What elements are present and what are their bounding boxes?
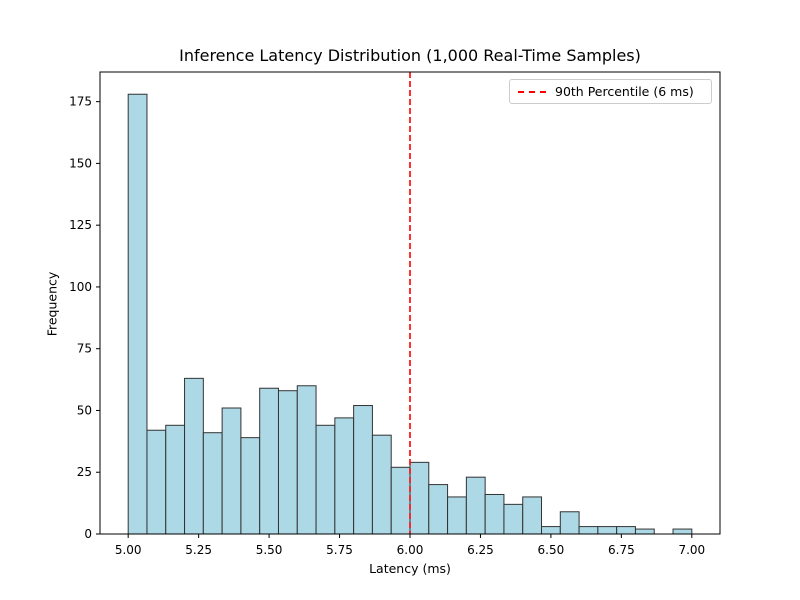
x-tick-label: 6.75	[608, 543, 635, 557]
histogram-bar	[315, 424, 336, 535]
chart-title: Inference Latency Distribution (1,000 Re…	[179, 46, 641, 65]
histogram-bar	[672, 528, 693, 535]
y-axis-label: Frequency	[44, 271, 60, 337]
x-tick-label: 5.50	[256, 543, 283, 557]
histogram-bar	[503, 503, 524, 535]
x-tick-label: 6.00	[397, 543, 424, 557]
x-tick-label: 7.00	[678, 543, 705, 557]
y-tick-label: 50	[77, 403, 92, 417]
histogram-bar	[409, 461, 430, 535]
histogram-bar	[277, 390, 298, 535]
x-tick-label: 5.00	[115, 543, 142, 557]
histogram-bar	[371, 434, 392, 535]
x-tick-label: 6.25	[467, 543, 494, 557]
histogram-bar	[296, 385, 317, 535]
y-tick-label: 150	[69, 156, 92, 170]
y-tick-label: 75	[77, 342, 92, 356]
legend-dashed-line-icon	[518, 91, 546, 93]
histogram-bar	[541, 526, 561, 535]
histogram-bar	[616, 526, 636, 535]
histogram-bar	[165, 424, 186, 535]
x-axis-label: Latency (ms)	[369, 561, 451, 576]
histogram-bar	[522, 496, 543, 535]
histogram-bar	[127, 93, 148, 535]
histogram-bar	[390, 466, 411, 535]
y-tick-label: 25	[77, 465, 92, 479]
histogram-bar	[559, 511, 580, 535]
histogram-bar	[146, 429, 167, 535]
y-tick-label: 125	[69, 218, 92, 232]
histogram-bar	[597, 526, 618, 535]
histogram-bar	[465, 476, 486, 535]
histogram-bars	[127, 93, 693, 535]
x-tick-label: 5.25	[185, 543, 212, 557]
histogram-bar	[447, 496, 467, 535]
histogram-bar	[221, 407, 242, 535]
histogram-bar	[578, 526, 599, 535]
histogram-bar	[334, 417, 355, 535]
histogram-bar	[202, 432, 223, 535]
legend: 90th Percentile (6 ms)	[509, 79, 712, 104]
y-tick-label: 0	[84, 527, 92, 541]
histogram-bar	[428, 484, 449, 535]
y-axis-ticks: 0 25 50 75 100 125 150 175	[69, 95, 100, 541]
y-tick-label: 100	[69, 280, 92, 294]
legend-label: 90th Percentile (6 ms)	[555, 84, 694, 99]
histogram-bar	[184, 377, 204, 535]
histogram-bar	[259, 387, 279, 535]
histogram-bar	[484, 493, 505, 535]
x-tick-label: 5.75	[326, 543, 353, 557]
histogram-bar	[240, 437, 261, 535]
x-axis-ticks: 5.00 5.25 5.50 5.75 6.00 6.25 6.50 6.75 7.00	[115, 534, 705, 557]
x-tick-label: 6.50	[538, 543, 565, 557]
histogram-bar	[634, 528, 655, 535]
histogram-bar	[353, 405, 373, 535]
y-tick-label: 175	[69, 95, 92, 109]
